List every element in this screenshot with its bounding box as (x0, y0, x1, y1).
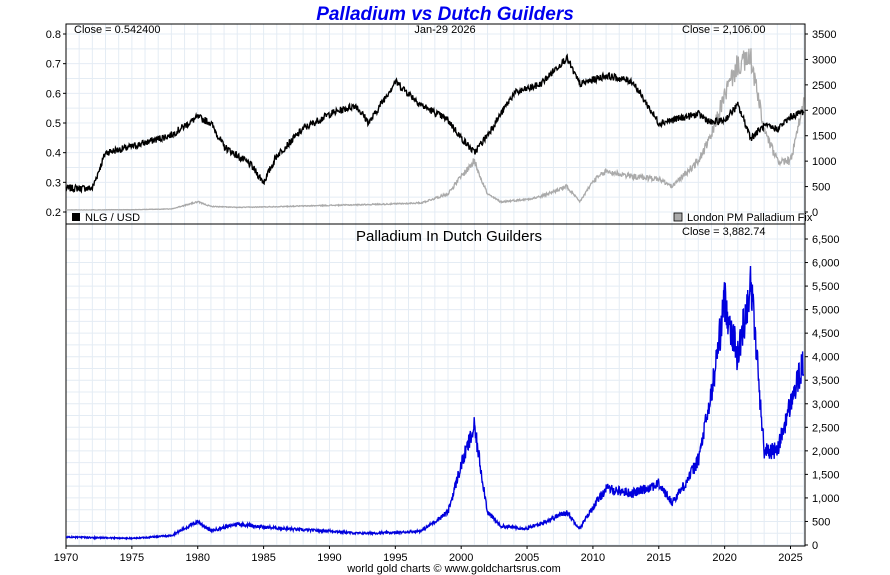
left-tick-label: 0.7 (46, 59, 61, 71)
left-tick-label: 0.8 (46, 29, 61, 41)
lower-right-tick-label: 0 (812, 540, 818, 552)
lower-grid (65, 224, 805, 546)
lower-right-tick-label: 3,500 (812, 375, 840, 387)
lower-right-tick-label: 2,000 (812, 446, 840, 458)
lower-right-tick-label: 3,000 (812, 399, 840, 411)
upper-panel-frame (65, 23, 806, 225)
chart-title: Palladium vs Dutch Guilders (316, 4, 574, 25)
lower-right-tick-label: 5,500 (812, 281, 840, 293)
x-tick-label: 2015 (647, 552, 671, 564)
lower-right-tick-label: 4,500 (812, 328, 840, 340)
lower-chart-title: Palladium In Dutch Guilders (356, 228, 542, 245)
right-tick-label: 1500 (812, 131, 836, 143)
lower-right-tick-label: 500 (812, 516, 830, 528)
date-label: Jan-29 2026 (414, 24, 475, 36)
x-tick-label: 2000 (449, 552, 473, 564)
x-tick-label: 2025 (778, 552, 802, 564)
lower-right-tick-label: 4,000 (812, 352, 840, 364)
left-tick-label: 0.5 (46, 118, 61, 130)
legend-swatch-nlg (72, 213, 80, 221)
footer-credit: world gold charts © www.goldchartsrus.co… (346, 563, 561, 575)
x-tick-label: 1995 (383, 552, 407, 564)
series-line-palladium-nlg (65, 265, 805, 541)
left-tick-label: 0.2 (46, 207, 61, 219)
x-tick-label: 2010 (581, 552, 605, 564)
right-tick-label: 0 (812, 207, 818, 219)
x-tick-label: 1970 (54, 552, 78, 564)
axis-ticks: 0.2 0.3 0.4 0.5 0.6 0.7 0.8 0 500 1000 1500 2000 250… (46, 29, 840, 564)
lower-right-tick-label: 5,000 (812, 305, 840, 317)
left-tick-label: 0.3 (46, 177, 61, 189)
lower-right-tick-label: 2,500 (812, 422, 840, 434)
left-tick-label: 0.6 (46, 88, 61, 100)
right-tick-label: 2000 (812, 105, 836, 117)
x-tick-label: 1990 (317, 552, 341, 564)
lower-right-tick-label: 1,000 (812, 493, 840, 505)
lower-right-tick-label: 6,000 (812, 258, 840, 270)
series-line-nlg-usd (65, 53, 805, 194)
lower-panel-frame (65, 223, 806, 547)
x-tick-label: 1980 (185, 552, 209, 564)
x-tick-label: 2005 (515, 552, 539, 564)
lower-right-tick-label: 6,500 (812, 234, 840, 246)
legend-label-palladium: London PM Palladium Fix (687, 212, 813, 224)
right-tick-label: 2500 (812, 80, 836, 92)
x-tick-label: 2020 (712, 552, 736, 564)
right-tick-label: 500 (812, 182, 830, 194)
upper-grid (65, 24, 805, 224)
right-tick-label: 3000 (812, 54, 836, 66)
series-line-palladium-usd (65, 48, 805, 211)
right-tick-label: 1000 (812, 156, 836, 168)
legend-swatch-palladium (673, 212, 683, 222)
left-tick-label: 0.4 (46, 148, 61, 160)
right-tick-label: 3500 (812, 29, 836, 41)
lower-right-tick-label: 1,500 (812, 469, 840, 481)
legend-label-nlg: NLG / USD (85, 212, 140, 224)
lower-close-readout: Close = 3,882.74 (682, 226, 765, 238)
right-close-readout: Close = 2,106.00 (682, 24, 765, 36)
x-tick-label: 1985 (251, 552, 275, 564)
left-close-readout: Close = 0.542400 (74, 24, 161, 36)
x-tick-label: 1975 (120, 552, 144, 564)
